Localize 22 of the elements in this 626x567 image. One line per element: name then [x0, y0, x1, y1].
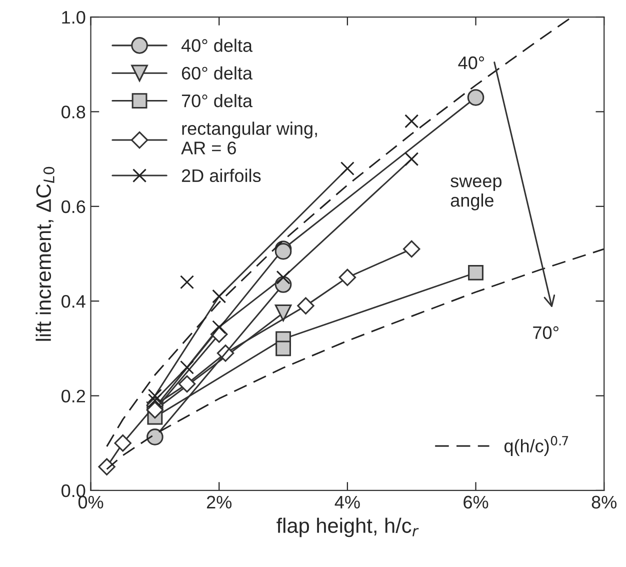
y-tick-label: 0.4 — [62, 295, 86, 308]
x-axis-title: flap height, h/c$_{r}$ — [276, 518, 419, 538]
legend-label: q(h/c)$^{0.7}$ — [504, 436, 568, 456]
legend-label: 70° delta — [182, 94, 253, 108]
annotation: 70° — [533, 326, 558, 340]
x-tick-label: 0% — [78, 496, 104, 509]
x-tick-label: 4% — [334, 496, 360, 509]
legend-label: rectangular wing, AR = 6 — [181, 122, 317, 154]
y-tick-label: 1.0 — [62, 10, 86, 24]
y-tick-label: 0.2 — [62, 390, 86, 402]
annotation: 40° — [458, 56, 484, 70]
legend-label: 2D airfoils — [182, 168, 261, 182]
y-tick-label: 0.6 — [62, 200, 86, 214]
legend-label: 40° delta — [181, 38, 253, 52]
x-tick-label: 8% — [592, 496, 616, 509]
annotation: sweep angle — [450, 177, 502, 210]
legend-label: 60° delta — [182, 66, 253, 80]
x-tick-label: 2% — [206, 496, 232, 509]
y-tick-label: 0.0 — [62, 484, 86, 498]
x-tick-label: 6% — [464, 496, 488, 509]
y-axis-title: lift increment, ΔC$_{L0}$ — [36, 166, 54, 341]
y-tick-label: 0.8 — [62, 106, 86, 118]
